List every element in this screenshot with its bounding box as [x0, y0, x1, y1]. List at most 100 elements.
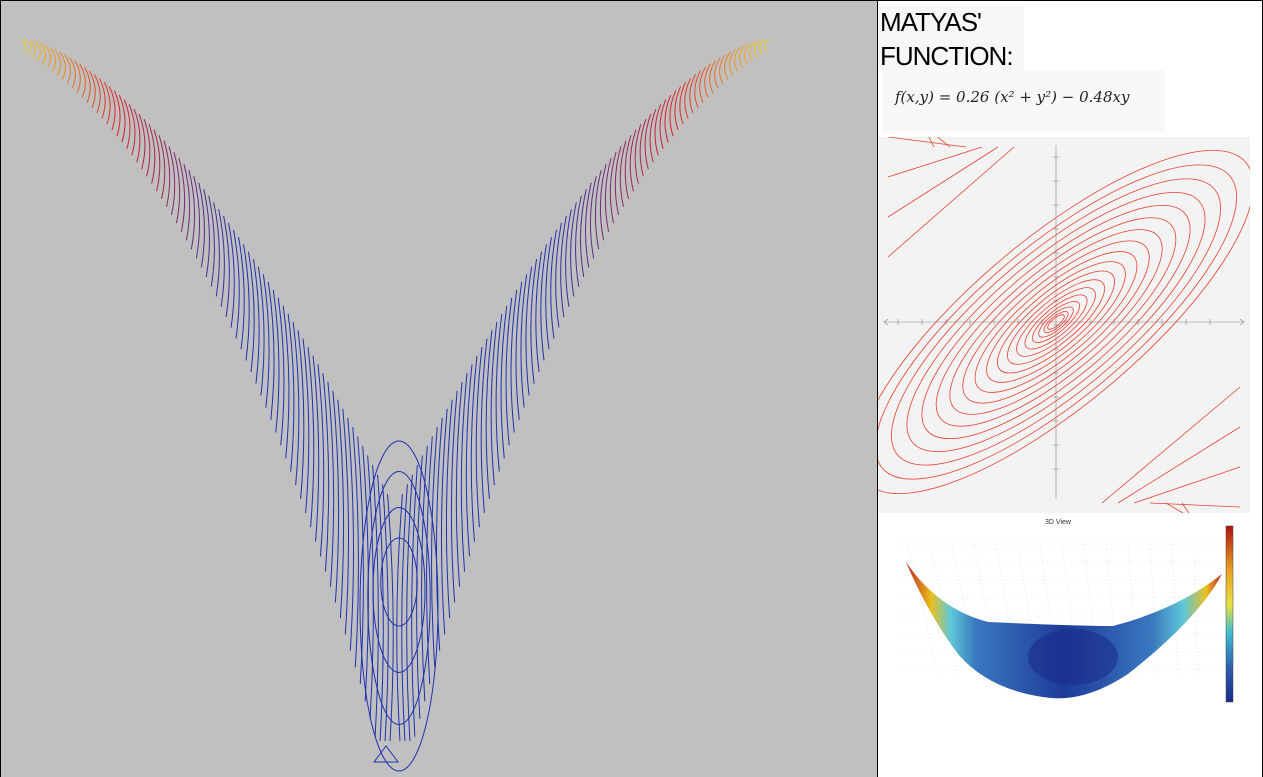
contour-ellipse [974, 251, 1138, 393]
curve-line [550, 229, 557, 339]
curve-line [470, 355, 478, 542]
contour-diagonal [887, 137, 967, 148]
grid-line [1193, 543, 1199, 675]
x-axis-arrows [883, 318, 1245, 326]
curve-line [94, 74, 101, 114]
surface-visualization [19, 38, 771, 772]
curve-line [555, 222, 562, 328]
curve-line [307, 347, 315, 528]
contour-ellipse [1047, 314, 1065, 330]
curve-line [714, 57, 721, 89]
curve-line [143, 119, 151, 177]
contour-ellipse [996, 270, 1116, 374]
curve-line [485, 330, 493, 499]
curve-line [440, 408, 448, 635]
contour-diagonals [887, 137, 1241, 513]
curve-line [679, 82, 687, 125]
curve-line [332, 390, 340, 603]
colorbar [1225, 525, 1234, 703]
curve-line [624, 134, 632, 200]
curve-line [540, 244, 548, 361]
curve-line [619, 140, 627, 207]
curve-line [614, 146, 622, 216]
curve-line [292, 322, 300, 486]
curve-line [138, 113, 146, 170]
contour-diagonal [1101, 386, 1241, 504]
curve-line [594, 169, 602, 250]
curve-line [203, 188, 210, 278]
curve-line [99, 78, 106, 119]
curve-line [337, 399, 345, 619]
curve-line [689, 74, 696, 114]
contour-diagonal [887, 146, 1015, 258]
curve-line [609, 151, 617, 224]
triangle-marker-icon [373, 745, 399, 763]
curve-line [387, 494, 394, 742]
curve-line [287, 313, 295, 472]
curve-line [297, 330, 305, 499]
curve-line [49, 46, 56, 72]
curve-line [238, 237, 245, 350]
contour-diagonal [1133, 466, 1241, 504]
contour-ellipse [962, 240, 1150, 404]
curve-line [445, 399, 453, 619]
contour-ellipse [949, 229, 1163, 415]
curve-line [69, 57, 76, 89]
contour-ellipse [1031, 301, 1081, 343]
contour-diagonal [887, 146, 983, 178]
curve-line [570, 202, 577, 297]
curve-line [113, 90, 121, 137]
curve-line [739, 44, 746, 68]
curve-line [247, 251, 255, 373]
contour-ellipse [1016, 287, 1096, 357]
curve-line [724, 51, 731, 80]
curve-line [525, 266, 533, 396]
curve-line [188, 169, 196, 250]
curve-line [535, 251, 543, 373]
formula-box: f(x,y) = 0.26 (x² + y²) − 0.48xy [882, 70, 1165, 132]
curve-line [743, 42, 751, 65]
curve-line [84, 66, 91, 103]
curve-line [377, 474, 384, 742]
contour-ellipse [891, 178, 1221, 466]
contour-plot-svg [878, 137, 1250, 513]
curve-line [431, 427, 438, 668]
curve-line [734, 46, 741, 72]
contour-ellipse [878, 164, 1238, 480]
curve-line [659, 99, 667, 149]
curve-line [460, 373, 468, 572]
curve-line [193, 176, 201, 259]
curve-line [267, 281, 275, 420]
curve-line [565, 208, 572, 307]
curve-line [382, 484, 389, 742]
curve-line [29, 40, 37, 58]
curve-line [589, 176, 597, 259]
curve-line [118, 94, 126, 143]
curve-line [103, 82, 111, 125]
curve-line [342, 408, 350, 635]
curve-line [545, 237, 552, 350]
surface-minimum-region [1028, 629, 1118, 685]
contour-ellipse [935, 217, 1177, 427]
center-contour [359, 440, 439, 772]
curve-line [218, 208, 225, 307]
curve-line [644, 113, 652, 170]
contour-diagonal [887, 146, 999, 218]
curve-line [79, 63, 86, 98]
curve-line [262, 274, 270, 408]
curve-line [252, 259, 260, 384]
curve-line [347, 417, 354, 651]
curve-line [163, 140, 171, 207]
contour-diagonal [936, 137, 951, 148]
curve-line [480, 338, 488, 513]
curve-line [282, 305, 290, 459]
curve-line [426, 436, 433, 685]
curve-line [312, 355, 320, 542]
curve-line [148, 124, 156, 184]
curve-line [178, 157, 186, 232]
contour-ellipse [1007, 279, 1105, 365]
curve-line [59, 51, 66, 80]
center-contour [367, 471, 431, 725]
curve-line [257, 266, 265, 396]
